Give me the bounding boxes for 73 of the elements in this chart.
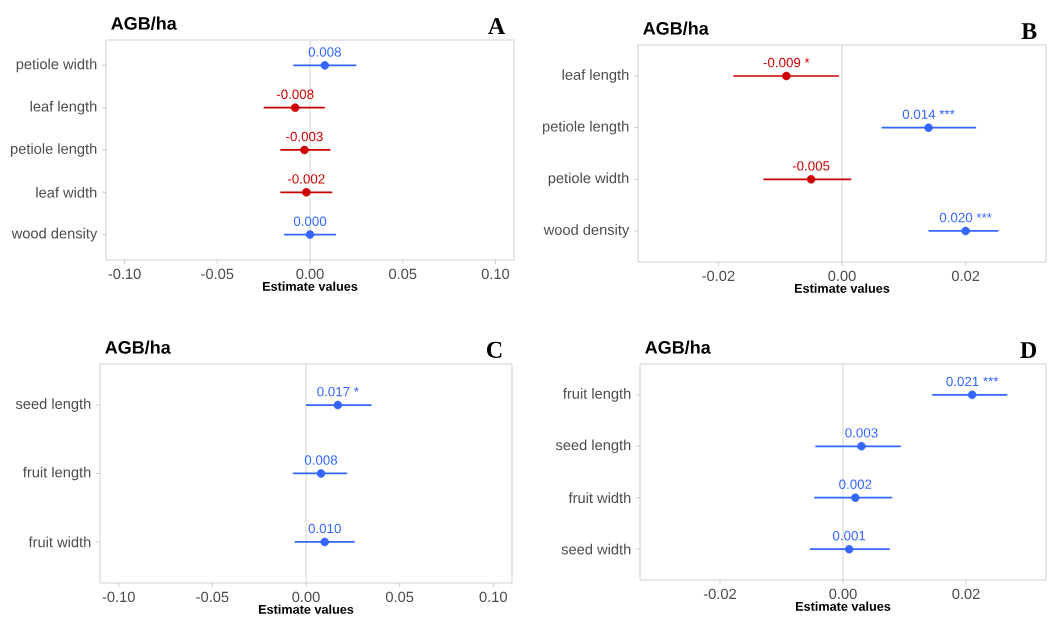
- data-label: 0.020 ***: [939, 212, 992, 223]
- data-label: 0.002: [839, 479, 872, 489]
- point: [782, 71, 791, 81]
- chart-title: AGB/ha: [643, 21, 709, 35]
- y-tick-label: seed length: [555, 439, 631, 454]
- y-tick-label: petiole length: [10, 143, 97, 157]
- text: C: [487, 341, 502, 358]
- y-tick-label: seed width: [561, 543, 631, 555]
- chart-title: AGB/ha: [645, 340, 711, 354]
- chart-title: AGB/ha: [111, 16, 177, 30]
- x-tick-label: -0.02: [702, 270, 735, 282]
- y-tick-label: leaf length: [562, 69, 629, 83]
- point: [857, 442, 866, 451]
- x-tick-label: 0.00: [292, 591, 320, 603]
- y-tick-label: petiole width: [548, 172, 629, 187]
- chart-title: AGB/ha: [105, 340, 171, 354]
- data-label: -0.005: [792, 161, 830, 171]
- point: [844, 544, 854, 554]
- x-axis-title: Estimate values: [258, 604, 354, 614]
- x-tick-label: -0.05: [201, 268, 234, 280]
- data-label: 0.010: [308, 523, 341, 534]
- y-tick-label: petiole length: [542, 120, 629, 135]
- point: [924, 123, 933, 132]
- y-tick-label: fruit width: [28, 536, 91, 548]
- y-tick-label: fruit length: [563, 388, 631, 402]
- data-label: -0.008: [276, 89, 314, 99]
- point: [290, 103, 300, 112]
- point: [967, 390, 977, 400]
- y-tick-label: petiole width: [16, 58, 97, 73]
- point: [300, 145, 309, 155]
- x-tick-label: -0.10: [102, 591, 135, 603]
- data-label: -0.009 *: [763, 57, 810, 68]
- data-label: -0.002: [287, 174, 325, 184]
- text: A: [488, 18, 506, 34]
- data-label: 0.021 ***: [946, 376, 999, 387]
- x-tick-label: -0.02: [703, 588, 736, 600]
- x-tick-label: 0.00: [828, 270, 856, 282]
- point: [961, 226, 970, 236]
- y-tick-label: leaf length: [30, 100, 97, 115]
- x-axis-title: Estimate values: [794, 283, 890, 293]
- data-label: 0.017 *: [317, 386, 359, 397]
- x-tick-label: 0.00: [829, 588, 857, 600]
- y-tick-label: wood density: [11, 227, 98, 242]
- data-label: 0.001: [832, 530, 866, 541]
- text: D: [1020, 342, 1037, 358]
- y-tick-label: fruit length: [23, 466, 91, 481]
- data-label: 0.008: [308, 47, 341, 57]
- x-tick-label: 0.05: [389, 268, 417, 280]
- y-tick-label: leaf width: [36, 186, 97, 198]
- x-axis-title: Estimate values: [262, 281, 358, 291]
- data-label: 0.008: [304, 455, 338, 465]
- x-tick-label: 0.02: [952, 588, 980, 600]
- point: [305, 230, 315, 239]
- data-label: 0.000: [293, 216, 327, 226]
- text: B: [1021, 23, 1037, 39]
- data-label: -0.003: [286, 131, 323, 142]
- x-tick-label: 0.10: [481, 268, 510, 280]
- x-tick-label: 0.00: [296, 268, 324, 280]
- point: [851, 493, 860, 502]
- x-tick-label: 0.02: [951, 270, 980, 282]
- data-label: 0.014 ***: [902, 109, 955, 119]
- y-tick-label: wood density: [543, 224, 630, 238]
- x-tick-label: -0.05: [196, 591, 229, 603]
- x-axis-title: Estimate values: [795, 601, 891, 611]
- x-tick-label: 0.10: [479, 591, 507, 603]
- point: [806, 175, 816, 184]
- y-tick-label: seed length: [15, 398, 91, 412]
- y-tick-label: fruit width: [568, 492, 631, 504]
- point: [302, 188, 311, 197]
- point: [320, 61, 330, 70]
- x-tick-label: 0.05: [385, 591, 414, 603]
- x-tick-label: -0.10: [108, 268, 141, 280]
- data-label: 0.003: [845, 428, 878, 438]
